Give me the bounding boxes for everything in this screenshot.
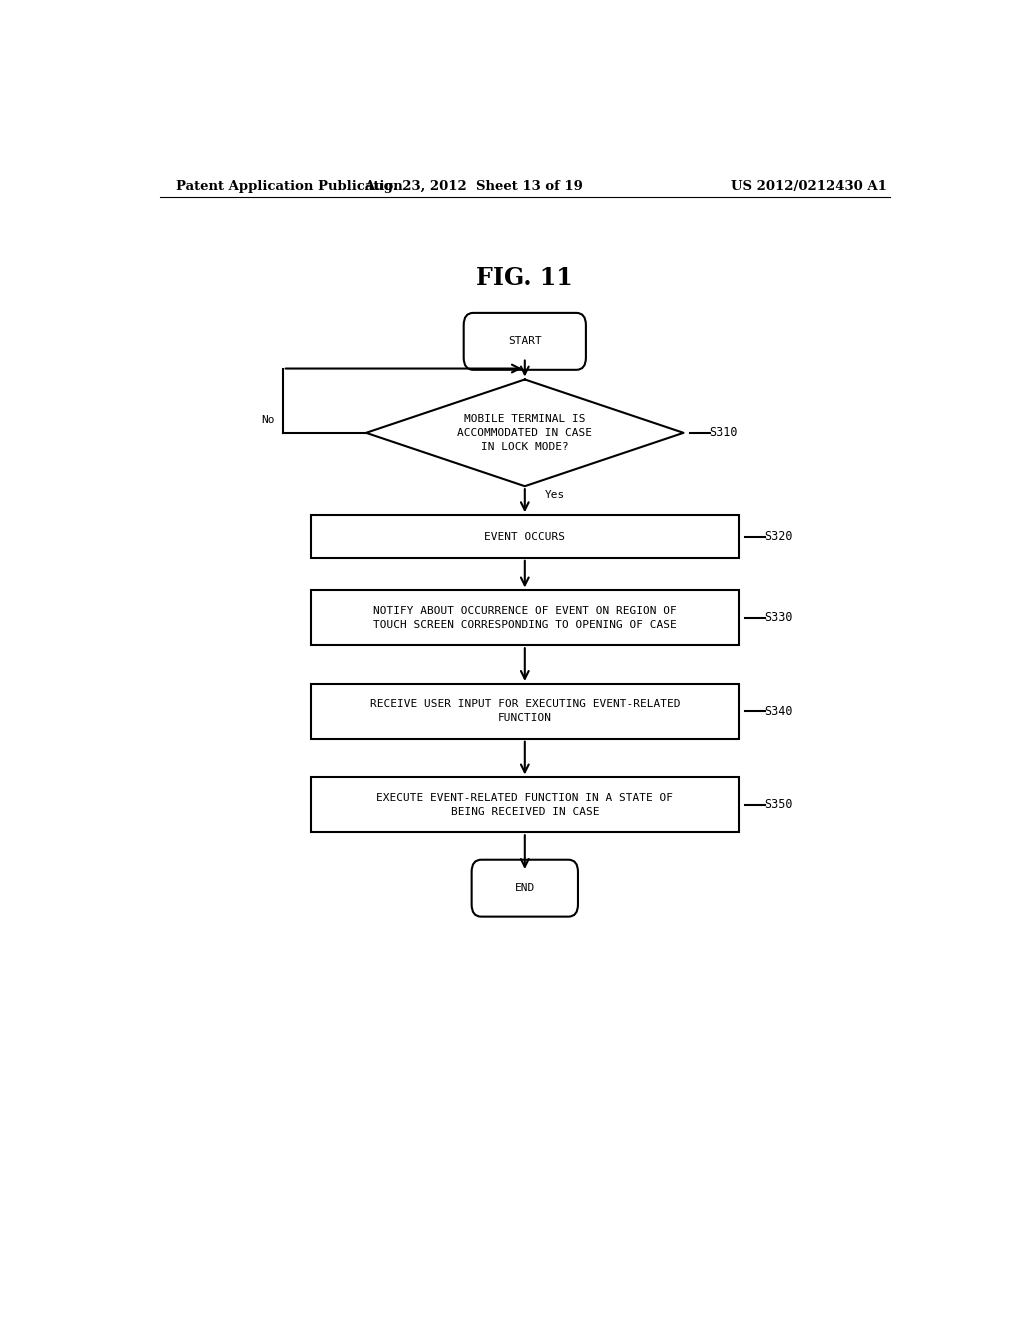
- Text: EXECUTE EVENT-RELATED FUNCTION IN A STATE OF
BEING RECEIVED IN CASE: EXECUTE EVENT-RELATED FUNCTION IN A STAT…: [376, 793, 674, 817]
- Bar: [310, 684, 739, 739]
- FancyBboxPatch shape: [472, 859, 578, 916]
- Text: Patent Application Publication: Patent Application Publication: [176, 181, 402, 193]
- Bar: [310, 590, 739, 645]
- Text: FIG. 11: FIG. 11: [476, 267, 573, 290]
- Text: Yes: Yes: [545, 490, 565, 500]
- Text: START: START: [508, 337, 542, 346]
- Text: No: No: [261, 414, 274, 425]
- Bar: [310, 777, 739, 833]
- Text: END: END: [515, 883, 535, 894]
- Bar: [310, 515, 739, 558]
- Text: MOBILE TERMINAL IS
ACCOMMODATED IN CASE
IN LOCK MODE?: MOBILE TERMINAL IS ACCOMMODATED IN CASE …: [458, 414, 592, 451]
- Text: S340: S340: [765, 705, 793, 718]
- FancyBboxPatch shape: [464, 313, 586, 370]
- Text: S330: S330: [765, 611, 793, 624]
- Text: US 2012/0212430 A1: US 2012/0212430 A1: [731, 181, 887, 193]
- Text: Aug. 23, 2012  Sheet 13 of 19: Aug. 23, 2012 Sheet 13 of 19: [364, 181, 583, 193]
- Text: EVENT OCCURS: EVENT OCCURS: [484, 532, 565, 541]
- Text: S310: S310: [709, 426, 737, 440]
- Text: S350: S350: [765, 799, 793, 812]
- Text: NOTIFY ABOUT OCCURRENCE OF EVENT ON REGION OF
TOUCH SCREEN CORRESPONDING TO OPEN: NOTIFY ABOUT OCCURRENCE OF EVENT ON REGI…: [373, 606, 677, 630]
- Text: S320: S320: [765, 531, 793, 543]
- Text: RECEIVE USER INPUT FOR EXECUTING EVENT-RELATED
FUNCTION: RECEIVE USER INPUT FOR EXECUTING EVENT-R…: [370, 700, 680, 723]
